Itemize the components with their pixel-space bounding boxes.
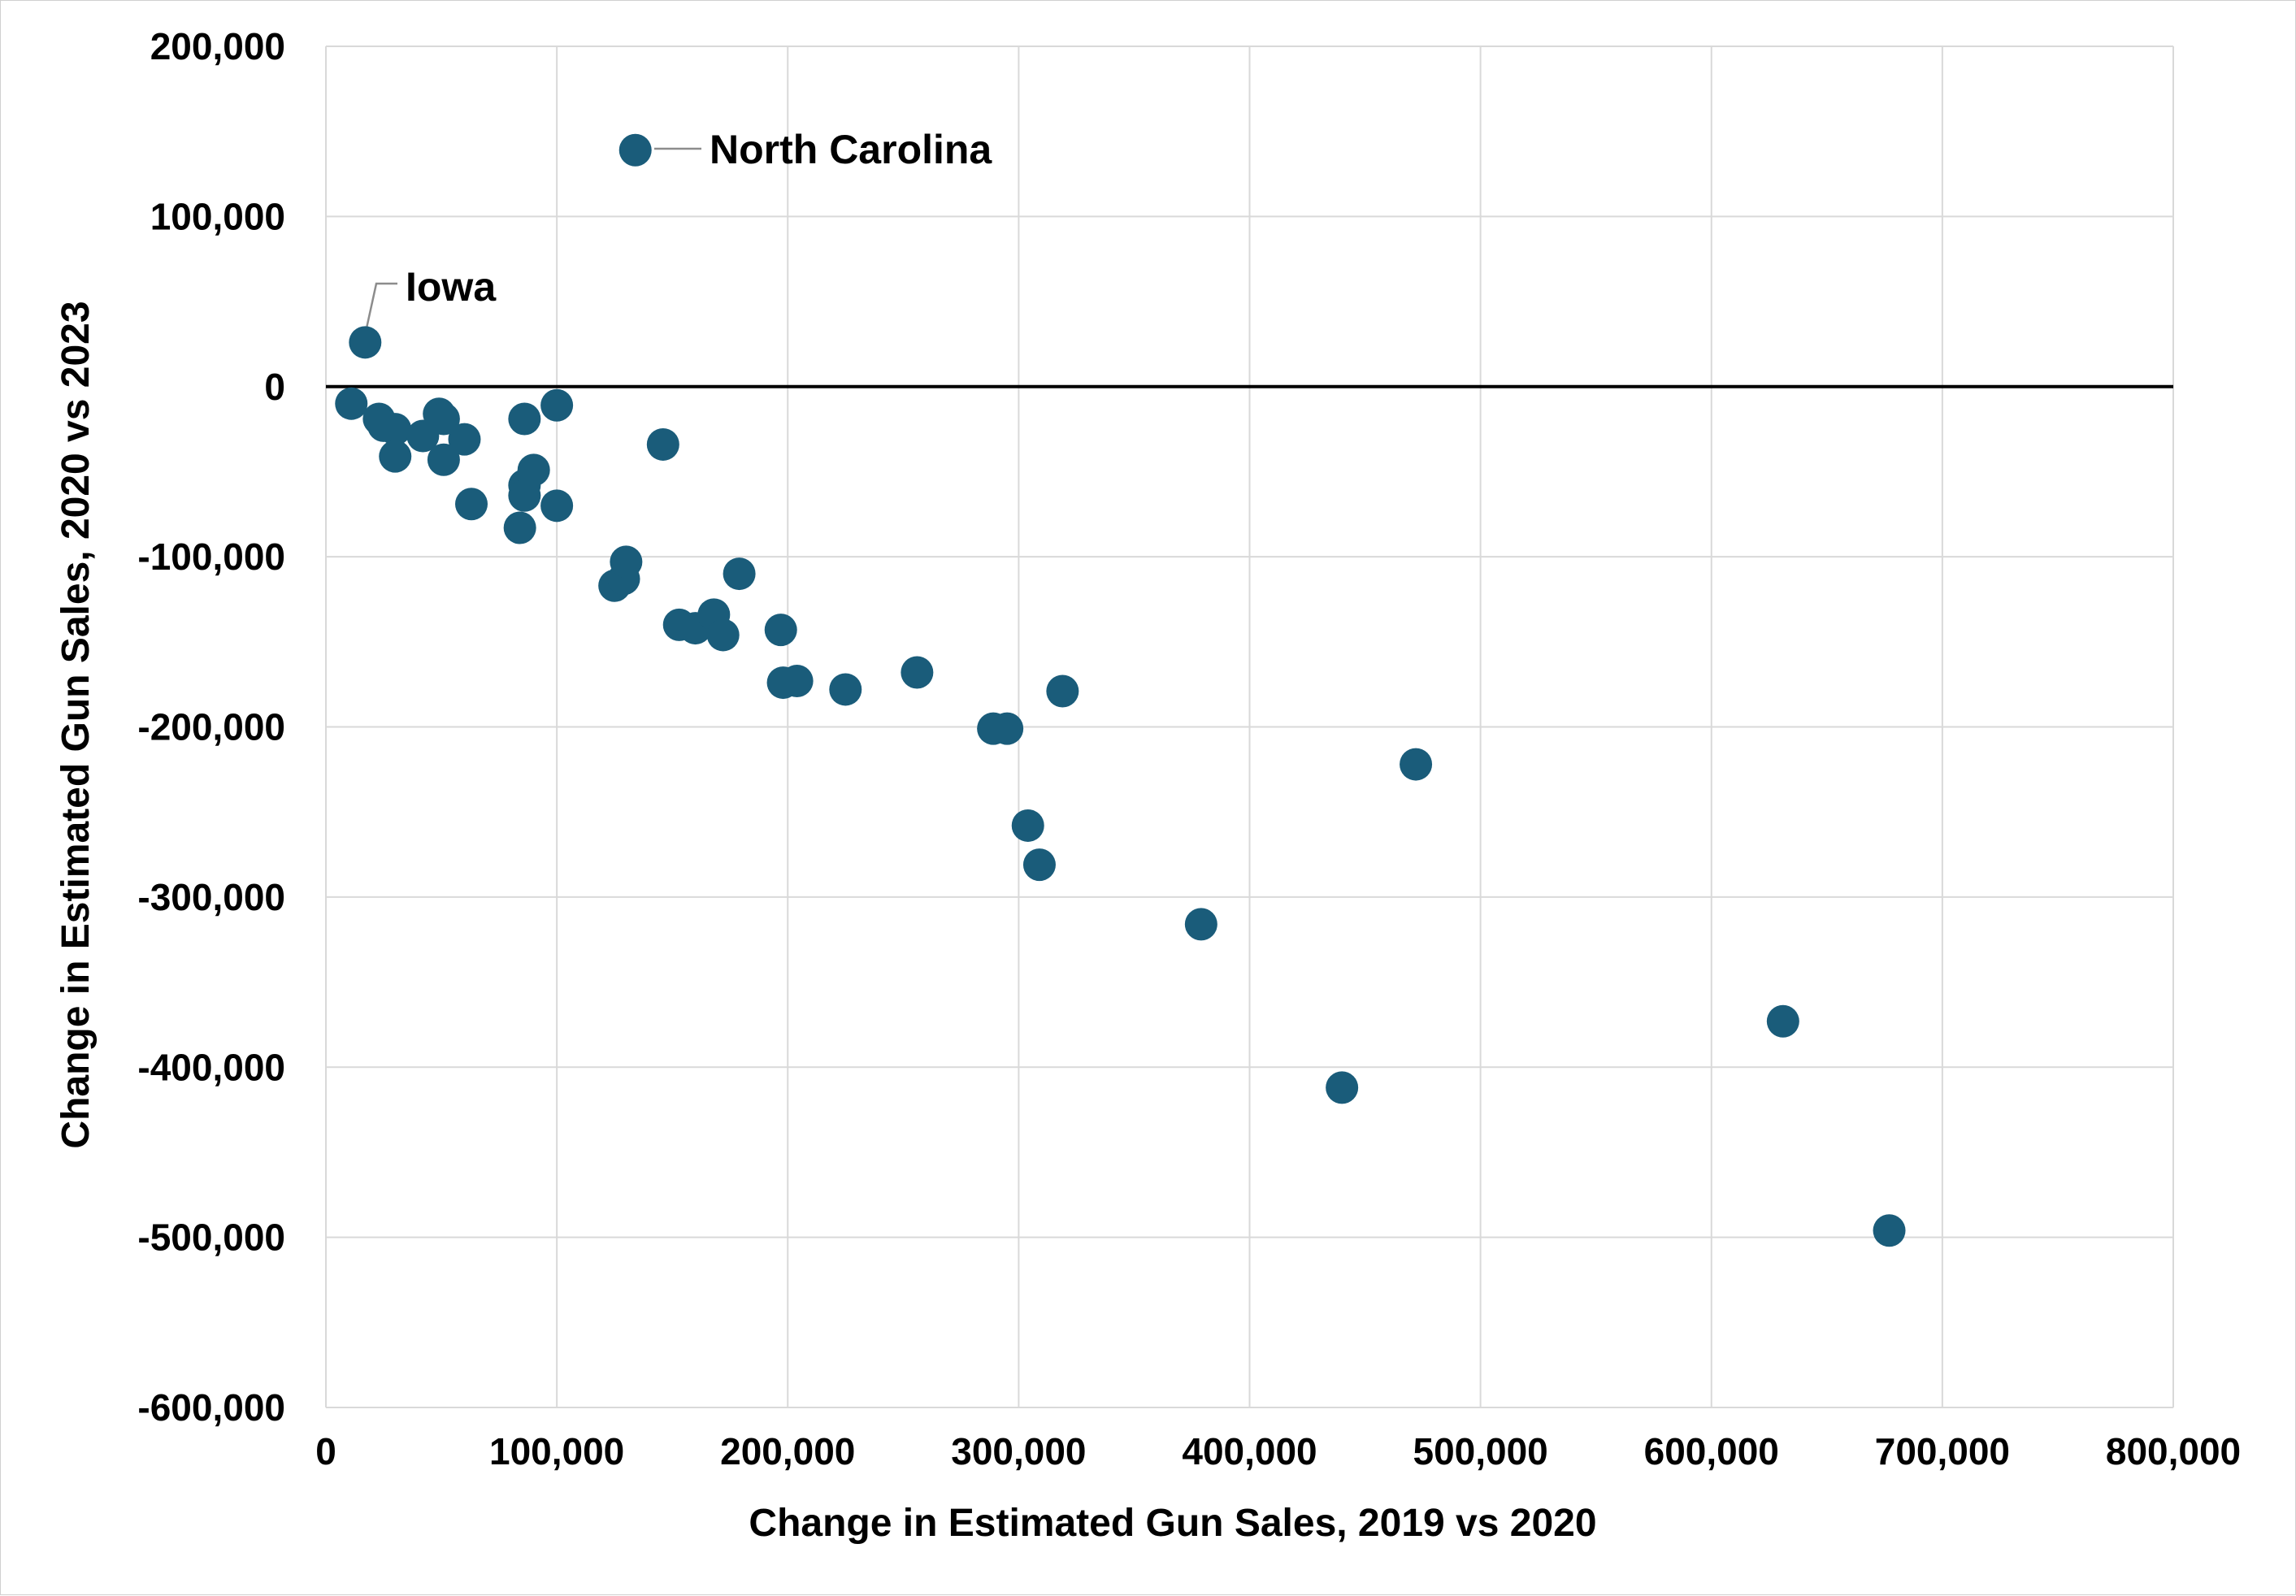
- y-tick-label: -600,000: [137, 1386, 285, 1429]
- y-axis-title: Change in Estimated Gun Sales, 2020 vs 2…: [54, 301, 98, 1148]
- scatter-point: [1184, 908, 1217, 941]
- scatter-point: [1046, 674, 1079, 708]
- annotation-label: North Carolina: [710, 127, 992, 172]
- grid-lines: [325, 46, 2174, 1408]
- x-tick-label: 300,000: [951, 1430, 1086, 1472]
- x-tick-label: 0: [315, 1430, 336, 1472]
- x-tick-label: 600,000: [1644, 1430, 1779, 1472]
- annotation-leader-line: [363, 282, 397, 336]
- scatter-point: [991, 712, 1024, 745]
- y-tick-label: 200,000: [150, 25, 285, 67]
- annotation-label: Iowa: [406, 264, 497, 310]
- scatter-point: [901, 656, 934, 689]
- y-tick-label: -200,000: [137, 706, 285, 748]
- scatter-point: [723, 557, 756, 591]
- tick-labels: 0 100,000 200,000 300,000 400,000 500,000 600,…: [137, 25, 2241, 1472]
- scatter-point: [379, 413, 412, 446]
- scatter-point: [454, 488, 488, 521]
- y-tick-label: -500,000: [137, 1217, 285, 1259]
- scatter-point: [503, 511, 536, 544]
- scatter-point: [1400, 748, 1433, 781]
- x-tick-label: 800,000: [2106, 1430, 2241, 1472]
- scatter-point: [427, 443, 460, 476]
- scatter-point: [517, 453, 550, 487]
- scatter-point: [349, 326, 382, 359]
- scatter-point: [335, 387, 368, 420]
- y-tick-label: 0: [264, 366, 285, 408]
- scatter-point: [379, 440, 412, 473]
- scatter-point: [1022, 848, 1056, 882]
- scatter-point: [448, 423, 481, 456]
- scatter-point: [540, 388, 574, 422]
- scatter-point: [1766, 1004, 1799, 1038]
- x-tick-label: 100,000: [489, 1430, 624, 1472]
- scatter-point: [1326, 1071, 1359, 1104]
- y-tick-label: -400,000: [137, 1046, 285, 1088]
- scatter-point: [764, 614, 797, 647]
- scatter-point: [706, 618, 740, 652]
- scatter-point: [508, 402, 541, 436]
- data-points: [335, 133, 1906, 1247]
- annotation-leaders: [363, 147, 701, 336]
- x-axis-title: Change in Estimated Gun Sales, 2019 vs 2…: [749, 1502, 1596, 1545]
- x-tick-label: 500,000: [1413, 1430, 1547, 1472]
- y-tick-label: -300,000: [137, 876, 285, 918]
- scatter-point: [610, 545, 643, 579]
- scatter-point: [646, 427, 679, 461]
- x-tick-label: 400,000: [1182, 1430, 1317, 1472]
- scatter-point: [540, 489, 574, 523]
- y-tick-label: 100,000: [150, 195, 285, 237]
- scatter-point: [1011, 809, 1044, 842]
- scatter-point: [780, 664, 814, 697]
- scatter-point: [508, 479, 541, 512]
- scatter-point: [1873, 1214, 1906, 1247]
- annotation-labels: North Carolina Iowa: [406, 127, 992, 310]
- scatter-point: [427, 402, 460, 436]
- x-tick-label: 200,000: [720, 1430, 855, 1472]
- y-tick-label: -100,000: [137, 536, 285, 578]
- scatter-point: [829, 673, 862, 706]
- scatter-point: [618, 133, 652, 167]
- x-tick-label: 700,000: [1875, 1430, 2010, 1472]
